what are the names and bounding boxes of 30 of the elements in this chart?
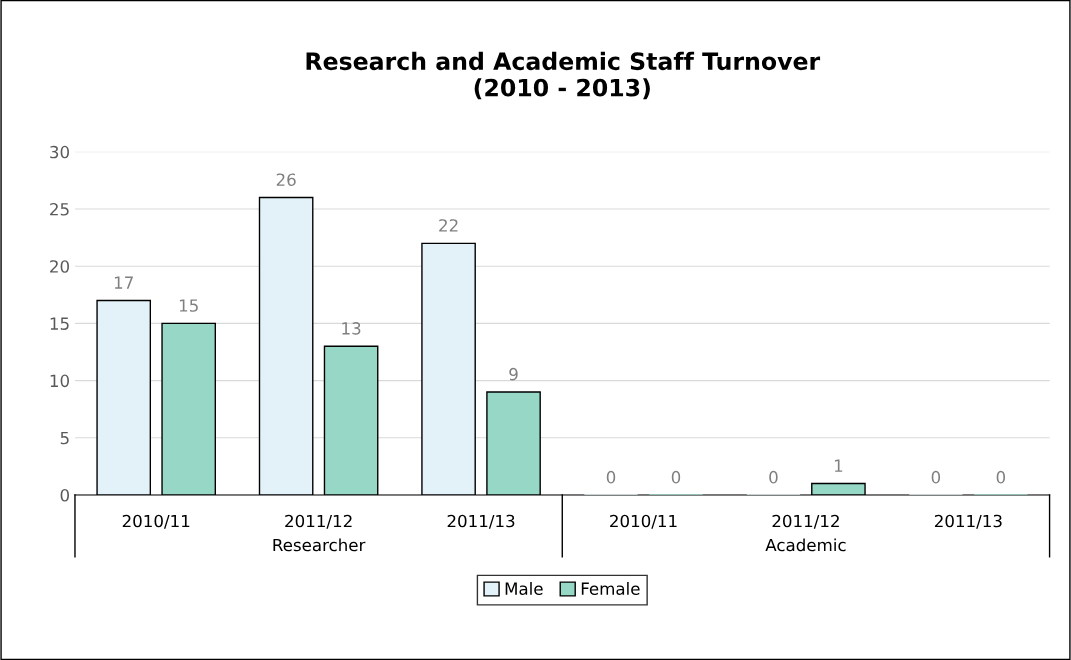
legend-label: Male [505, 582, 543, 595]
y-tick-label: 25 [50, 202, 69, 216]
y-tick-label: 10 [50, 374, 69, 388]
x-tick-label: 2011/13 [447, 514, 515, 529]
data-label: 22 [439, 219, 458, 232]
data-label: 0 [996, 470, 1006, 484]
x-tick-label: 2011/13 [934, 514, 1002, 529]
x-tick-label: 2010/11 [122, 514, 190, 529]
data-label: 17 [114, 276, 133, 289]
data-label: 0 [931, 470, 941, 484]
y-tick-label: 5 [60, 431, 69, 445]
y-tick-label: 20 [50, 260, 69, 273]
x-tick-label: 2011/12 [772, 514, 839, 529]
x-tick-label: 2010/11 [610, 514, 677, 529]
y-tick-label: 0 [60, 488, 69, 502]
data-label: 9 [509, 367, 518, 381]
x-tick-label: 2011/12 [285, 514, 352, 529]
data-label: 0 [671, 470, 681, 484]
text: Academic [765, 538, 846, 552]
chart-title: Research and Academic Staff Turnover (2010 - 2013) [306, 51, 821, 100]
y-tick-label: 30 [50, 145, 69, 159]
data-label: 0 [769, 470, 778, 484]
legend-label: Female [581, 582, 640, 595]
data-label: 0 [606, 470, 616, 484]
data-label: 15 [179, 299, 198, 312]
data-label: 13 [342, 322, 361, 335]
y-tick-label: 15 [50, 317, 69, 330]
text: Researcher [273, 538, 366, 552]
data-label: 1 [834, 459, 843, 472]
data-label: 26 [276, 173, 296, 186]
